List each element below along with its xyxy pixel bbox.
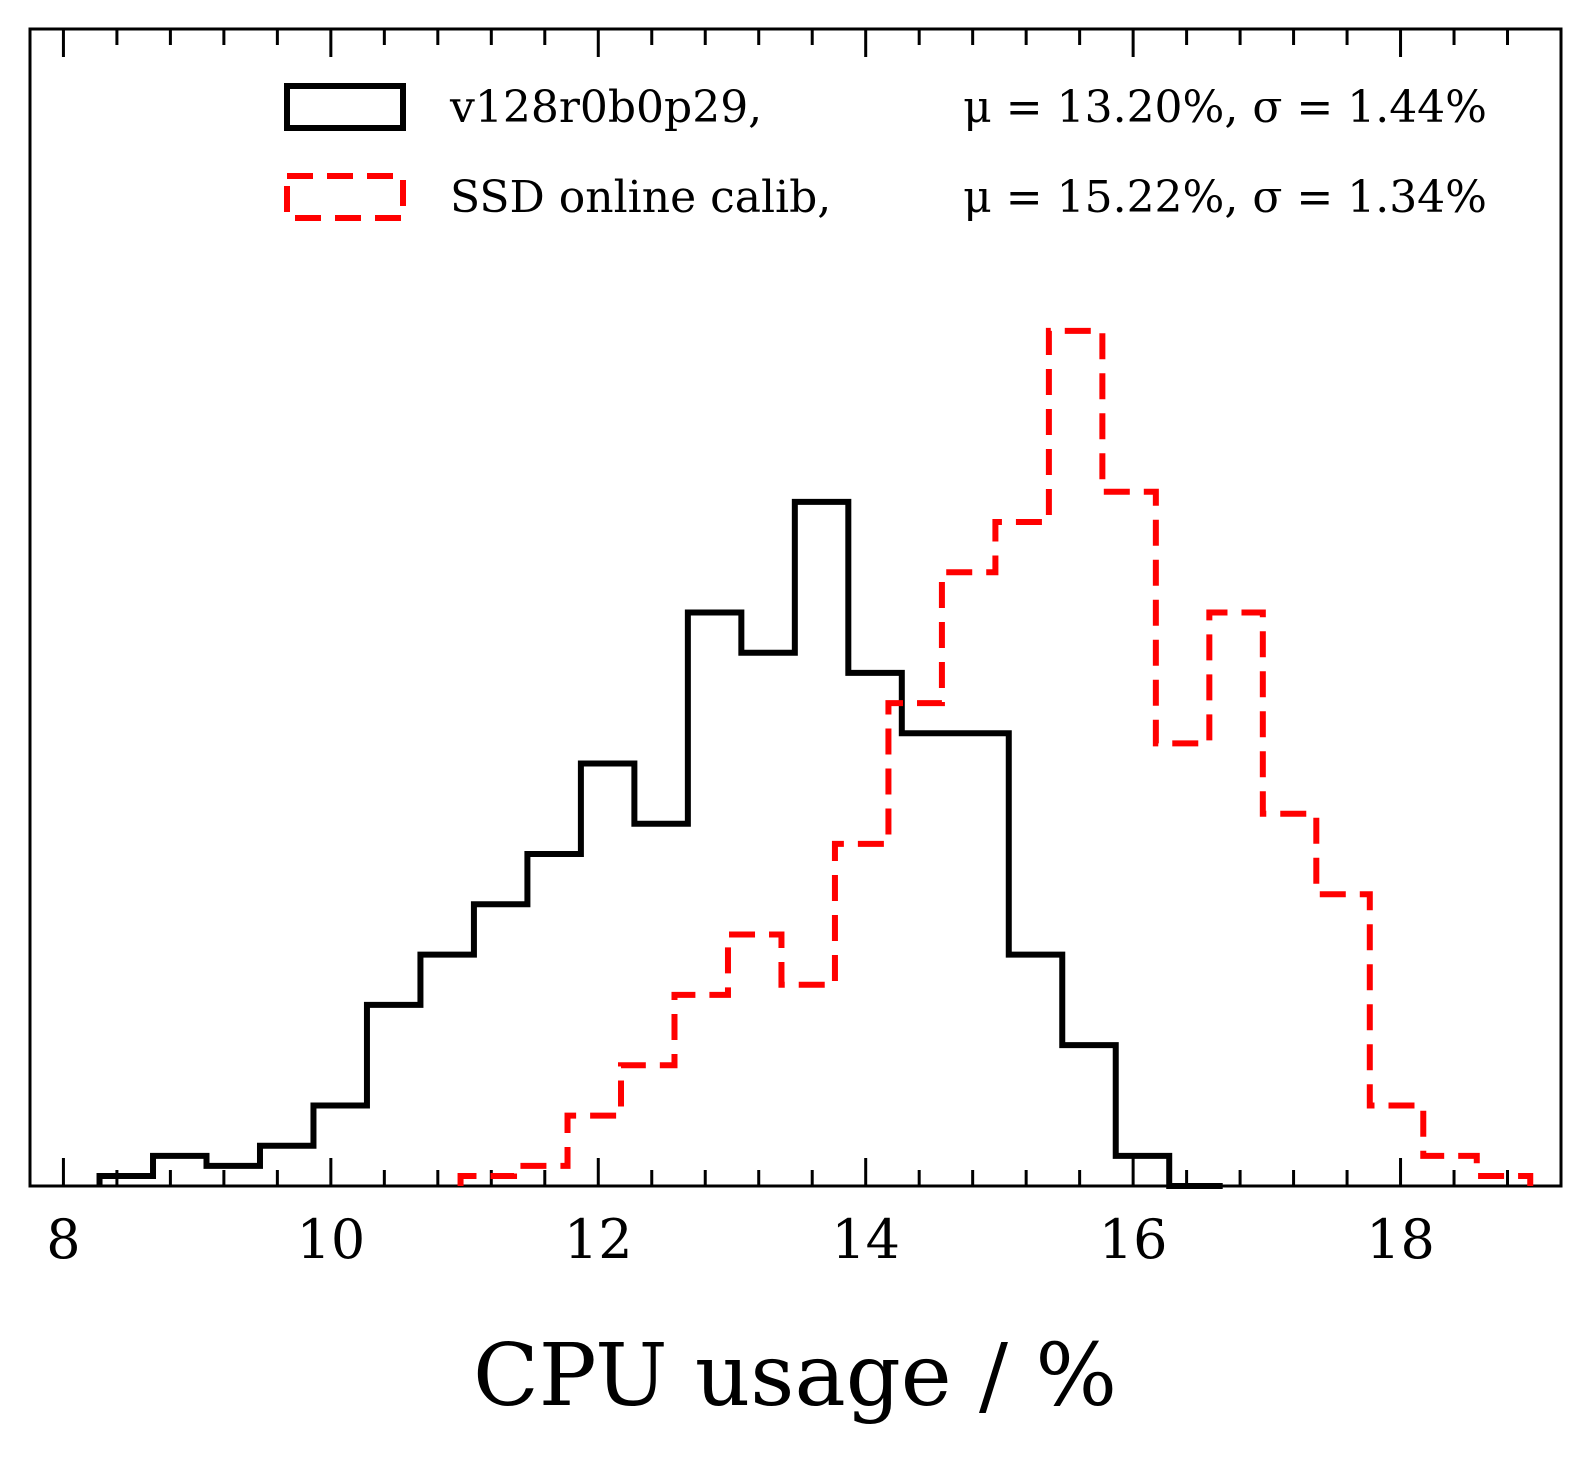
legend-swatch bbox=[284, 83, 406, 131]
legend-label: SSD online calib, bbox=[450, 172, 831, 223]
legend: v128r0b0p29, μ = 13.20%, σ = 1.44% SSD onl… bbox=[284, 82, 1487, 223]
x-tick-label: 14 bbox=[831, 1208, 900, 1271]
histogram-line bbox=[96, 498, 1223, 1189]
histogram-line bbox=[457, 327, 1534, 1186]
plot-frame bbox=[28, 27, 1563, 1188]
legend-stats: μ = 13.20%, σ = 1.44% bbox=[963, 82, 1487, 133]
legend-swatch bbox=[284, 173, 406, 221]
x-axis-label: CPU usage / % bbox=[473, 1326, 1117, 1426]
x-tick-label: 8 bbox=[46, 1208, 80, 1271]
legend-stats: μ = 15.22%, σ = 1.34% bbox=[963, 172, 1487, 223]
histogram-series bbox=[96, 327, 1534, 1189]
x-tick-label: 16 bbox=[1099, 1208, 1168, 1271]
axis-ticks bbox=[61, 29, 1510, 1186]
x-tick-label: 10 bbox=[296, 1208, 365, 1271]
legend-label: v128r0b0p29, bbox=[449, 82, 762, 133]
x-tick-labels: 8 10 12 14 16 18 bbox=[46, 1208, 1435, 1271]
x-tick-label: 12 bbox=[564, 1208, 633, 1271]
x-tick-label: 18 bbox=[1366, 1208, 1435, 1271]
